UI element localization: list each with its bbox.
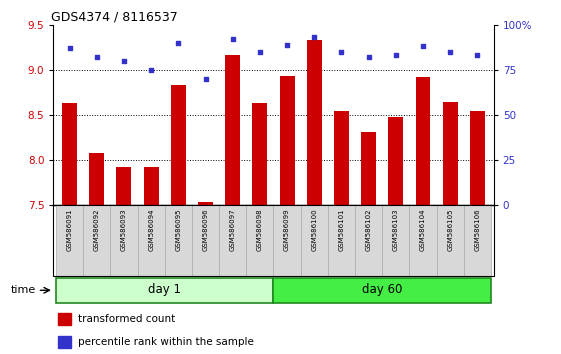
Bar [388, 117, 403, 205]
Text: GSM586095: GSM586095 [176, 209, 181, 251]
Text: GSM586093: GSM586093 [121, 209, 127, 251]
Bar [246, 205, 274, 276]
Bar [274, 205, 301, 276]
Bar [274, 278, 491, 303]
Bar [111, 205, 137, 276]
Bar [436, 205, 464, 276]
Text: GSM586104: GSM586104 [420, 209, 426, 251]
Bar [58, 336, 71, 348]
Text: day 1: day 1 [148, 283, 181, 296]
Point [310, 35, 319, 40]
Text: GSM586097: GSM586097 [229, 209, 236, 251]
Text: percentile rank within the sample: percentile rank within the sample [77, 337, 254, 347]
Text: time: time [11, 285, 36, 295]
Bar [443, 102, 458, 205]
Text: GSM586102: GSM586102 [366, 209, 371, 251]
Bar [171, 85, 186, 205]
Text: GSM586091: GSM586091 [67, 209, 72, 251]
Bar [416, 77, 430, 205]
Bar [410, 205, 436, 276]
Bar [307, 40, 322, 205]
Bar [279, 76, 295, 205]
Bar [252, 103, 268, 205]
Bar [165, 205, 192, 276]
Bar [301, 205, 328, 276]
Point [283, 42, 292, 47]
Text: day 60: day 60 [362, 283, 402, 296]
Text: GSM586096: GSM586096 [203, 209, 209, 251]
Point [174, 40, 183, 46]
Point [228, 36, 237, 42]
Text: transformed count: transformed count [77, 314, 175, 324]
Point [93, 55, 102, 60]
Text: GSM586098: GSM586098 [257, 209, 263, 251]
Point [119, 58, 128, 64]
Text: GSM586101: GSM586101 [338, 209, 344, 251]
Bar [225, 55, 240, 205]
Bar [83, 205, 111, 276]
Bar [361, 132, 376, 205]
Bar [328, 205, 355, 276]
Text: GSM586103: GSM586103 [393, 209, 399, 251]
Bar [144, 167, 159, 205]
Bar [355, 205, 382, 276]
Bar [137, 205, 165, 276]
Bar [198, 202, 213, 205]
Text: GSM586092: GSM586092 [94, 209, 100, 251]
Text: GSM586099: GSM586099 [284, 209, 290, 251]
Point [445, 49, 454, 55]
Point [473, 53, 482, 58]
Bar [62, 103, 77, 205]
Point [146, 67, 155, 73]
Text: GSM586105: GSM586105 [447, 209, 453, 251]
Point [419, 44, 427, 49]
Bar [89, 153, 104, 205]
Point [65, 45, 74, 51]
Text: GDS4374 / 8116537: GDS4374 / 8116537 [51, 11, 178, 24]
Point [201, 76, 210, 82]
Point [364, 55, 373, 60]
Bar [334, 110, 349, 205]
Text: GSM586106: GSM586106 [475, 209, 480, 251]
Bar [56, 278, 274, 303]
Bar [382, 205, 410, 276]
Text: GSM586100: GSM586100 [311, 209, 318, 251]
Point [255, 49, 264, 55]
Bar [56, 205, 83, 276]
Bar [470, 110, 485, 205]
Point [337, 49, 346, 55]
Bar [192, 205, 219, 276]
Point [392, 53, 401, 58]
Bar [219, 205, 246, 276]
Bar [464, 205, 491, 276]
Bar [58, 313, 71, 325]
Text: GSM586094: GSM586094 [148, 209, 154, 251]
Bar [117, 167, 131, 205]
